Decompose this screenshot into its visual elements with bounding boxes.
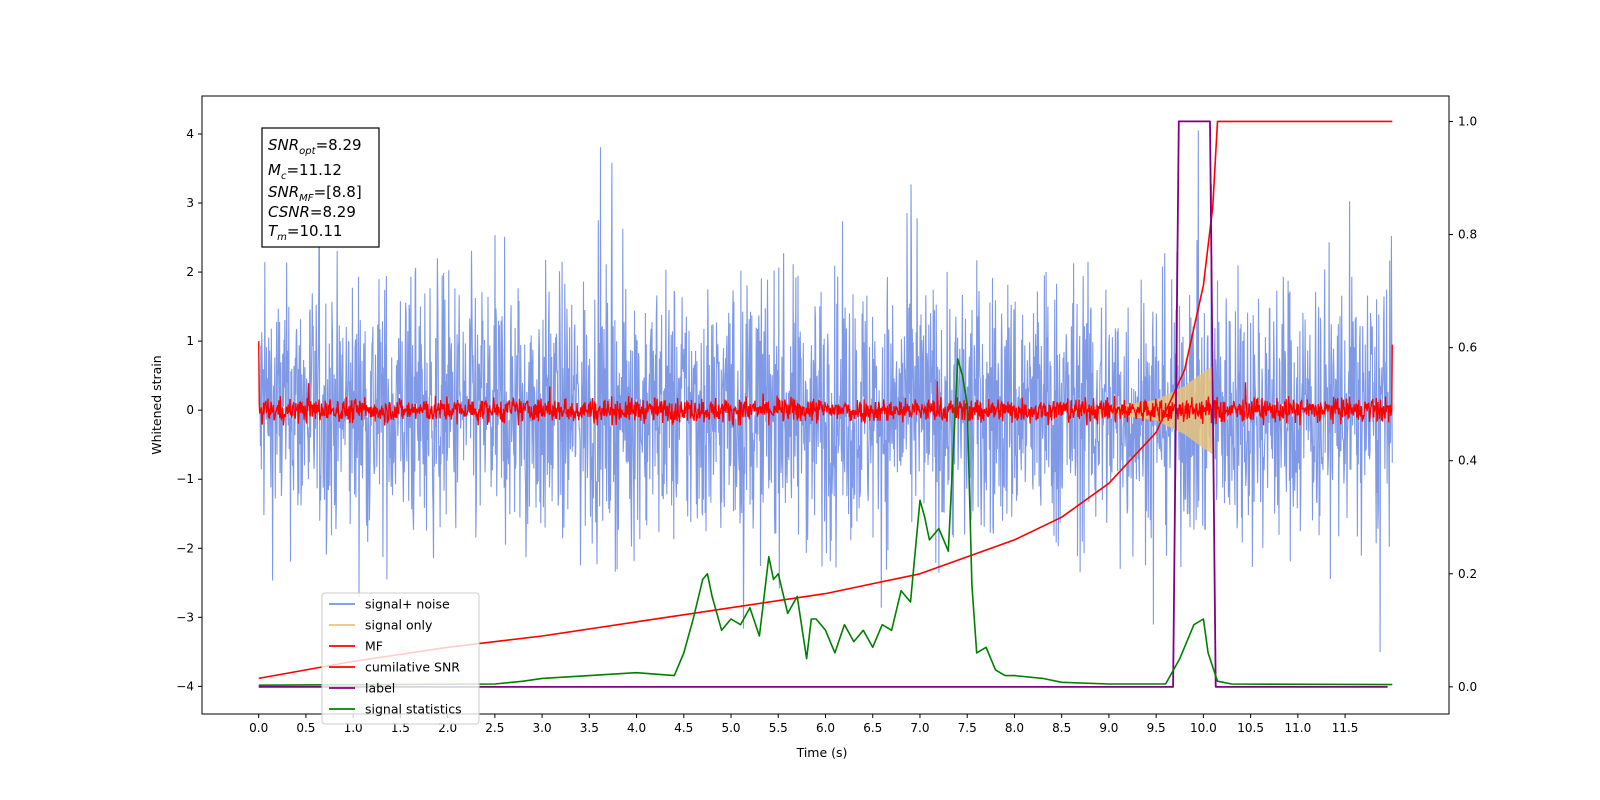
annotation-snr-opt: =8.29 xyxy=(316,136,362,154)
x-tick-label: 5.5 xyxy=(769,721,788,735)
x-tick-label: 6.0 xyxy=(816,721,835,735)
x-tick-label: 10.0 xyxy=(1190,721,1217,735)
x-tick-label: 9.0 xyxy=(1099,721,1118,735)
y2-tick-label: 0.2 xyxy=(1458,567,1477,581)
x-tick-label: 0.5 xyxy=(296,721,315,735)
y2-tick-label: 1.0 xyxy=(1458,114,1477,128)
legend-label: MF xyxy=(365,639,383,654)
legend-label: signal only xyxy=(365,618,433,633)
y-axis-right: 1.0 0.8 0.6 0.4 0.2 0.0 xyxy=(1449,114,1477,694)
annotation-tm: =10.11 xyxy=(287,222,343,240)
x-tick-label: 2.5 xyxy=(485,721,504,735)
annotation-csnr: =8.29 xyxy=(310,203,356,221)
x-tick-label: 7.0 xyxy=(910,721,929,735)
x-tick-label: 7.5 xyxy=(958,721,977,735)
y-tick-label: −2 xyxy=(176,541,194,555)
legend-label: signal+ noise xyxy=(365,597,450,612)
x-tick-label: 5.0 xyxy=(721,721,740,735)
svg-text:Mc=11.12: Mc=11.12 xyxy=(268,161,342,182)
y-tick-label: −4 xyxy=(176,679,194,693)
x-tick-label: 9.5 xyxy=(1147,721,1166,735)
svg-text:Tm=10.11: Tm=10.11 xyxy=(268,222,342,243)
y-tick-label: 1 xyxy=(186,334,194,348)
y-axis-label: Whitened strain xyxy=(149,355,164,454)
svg-text:CSNR=8.29: CSNR=8.29 xyxy=(268,203,356,221)
legend-label: signal statistics xyxy=(365,702,462,717)
x-tick-label: 10.5 xyxy=(1237,721,1264,735)
plot-area xyxy=(258,120,1393,688)
y2-tick-label: 0.8 xyxy=(1458,228,1477,242)
x-tick-label: 3.0 xyxy=(533,721,552,735)
legend: signal+ noise signal only MF cumilative SNR… xyxy=(321,592,480,725)
x-tick-label: 4.0 xyxy=(627,721,646,735)
y-tick-label: −3 xyxy=(176,610,194,624)
series-signal-statistics-line xyxy=(258,358,1393,686)
y2-tick-label: 0.6 xyxy=(1458,341,1477,355)
y-tick-label: 3 xyxy=(186,196,194,210)
series-label-line xyxy=(258,120,1388,688)
y-tick-label: 0 xyxy=(186,403,194,417)
annotation-snr-mf: =[8.8] xyxy=(314,183,362,201)
y2-tick-label: 0.0 xyxy=(1458,680,1477,694)
series-mf-line xyxy=(258,341,1393,428)
y-tick-label: 4 xyxy=(186,127,194,141)
x-tick-label: 11.0 xyxy=(1284,721,1311,735)
x-tick-label: 4.5 xyxy=(674,721,693,735)
x-tick-label: 11.5 xyxy=(1332,721,1359,735)
x-tick-label: 8.0 xyxy=(1005,721,1024,735)
x-axis-label: Time (s) xyxy=(796,745,848,760)
y2-tick-label: 0.4 xyxy=(1458,454,1477,468)
series-cumulative-snr-line xyxy=(258,120,1393,680)
svg-text:SNRopt=8.29: SNRopt=8.29 xyxy=(268,136,362,157)
annotation-box: SNRopt=8.29 Mc=11.12 SNRMF=[8.8] CSNR=8.… xyxy=(261,127,380,248)
series-signal-noise-line xyxy=(258,130,1393,653)
y-axis-left: 4 3 2 1 0 −1 −2 −3 −4 xyxy=(176,127,202,693)
x-tick-label: 6.5 xyxy=(863,721,882,735)
y-tick-label: −1 xyxy=(176,472,194,486)
x-tick-label: 8.5 xyxy=(1052,721,1071,735)
x-tick-label: 0.0 xyxy=(249,721,268,735)
y-tick-label: 2 xyxy=(186,265,194,279)
series-signal-only-area xyxy=(1071,365,1213,455)
x-tick-label: 3.5 xyxy=(580,721,599,735)
svg-text:SNRMF=[8.8]: SNRMF=[8.8] xyxy=(268,183,362,204)
annotation-mc: =11.12 xyxy=(286,161,342,179)
legend-label: label xyxy=(365,681,395,696)
legend-label: cumilative SNR xyxy=(365,660,460,675)
